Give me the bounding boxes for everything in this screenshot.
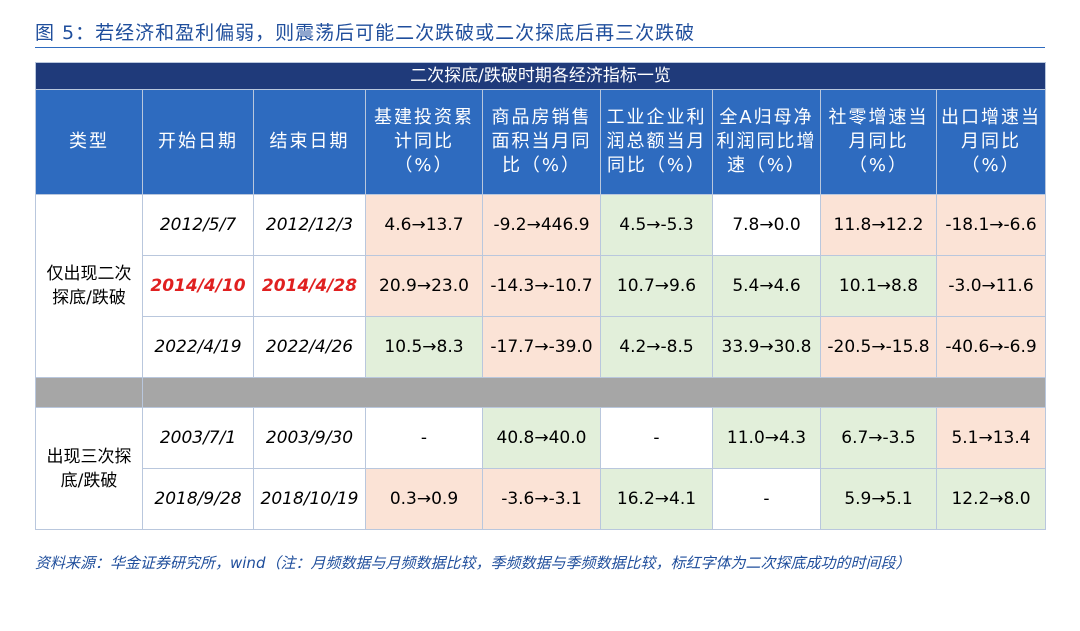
date-cell: 2014/4/28 <box>253 255 366 317</box>
value-cell: 4.6→13.7 <box>365 194 483 256</box>
separator-row <box>35 377 1047 408</box>
separator <box>35 377 143 408</box>
caption: 二次探底/跌破时期各经济指标一览 <box>34 62 1047 90</box>
value-cell: 7.8→0.0 <box>712 194 821 256</box>
value-cell: 4.2→-8.5 <box>600 316 713 378</box>
data-row: 仅出现二次 探底/跌破 2012/5/7 2012/12/3 4.6→13.7 -9.2→… <box>35 194 1047 378</box>
value-cell: -3.6→-3.1 <box>482 468 601 530</box>
cell-line: 出现三次探 <box>46 446 132 467</box>
cell-line: 类型 <box>69 131 109 152</box>
value-cell: 11.0→4.3 <box>712 407 821 469</box>
cell-line: 仅出现二次 <box>46 264 132 284</box>
value-cell: 5.4→4.6 <box>712 255 821 317</box>
value-cell: 11.8→12.2 <box>820 194 937 256</box>
date-cell: 2018/9/28 <box>142 468 254 530</box>
cell-line: 速（%） <box>726 155 807 176</box>
cell-line: 月同比 <box>961 131 1022 152</box>
cell-line: 底/跌破 <box>60 470 118 491</box>
value-cell: 10.1→8.8 <box>820 255 937 317</box>
cell-line: 结束日期 <box>269 131 350 152</box>
cell-line: 工业企业利 <box>606 107 707 128</box>
cell-line: 探底/跌破 <box>52 288 126 308</box>
value-cell: 0.3→0.9 <box>365 468 483 530</box>
header-cell: 工业企业利润总额当月同比（%） <box>600 89 713 195</box>
cell-line: 计同比 <box>394 131 454 152</box>
header-cell: 出口增速当月同比 （%） <box>935 89 1047 195</box>
value-cell: 10.7→9.6 <box>600 255 713 317</box>
value-cell: -14.3→-10.7 <box>482 255 601 317</box>
header-cell: 商品房销售面积当月同比（%） <box>482 89 601 195</box>
date-cell: 2022/4/26 <box>253 316 366 378</box>
value-cell: 40.8→40.0 <box>482 407 601 469</box>
value-cell: 20.9→23.0 <box>365 255 483 317</box>
cell-line: 开始日期 <box>158 131 238 152</box>
cell-line: （%） <box>961 155 1021 176</box>
value-cell: 6.7→-3.5 <box>820 407 937 469</box>
data-row: 出现三次探 底/跌破 2003/7/1 2003/9/30-40.8→40.0-11.… <box>35 407 1047 530</box>
header-cell: 社零增速当月同比 （%） <box>820 89 937 195</box>
date-cell: 2003/7/1 <box>142 407 254 469</box>
cell-line: 全A归母净 <box>719 107 814 128</box>
value-cell: -3.0→11.6 <box>935 255 1047 317</box>
header-cell: 基建投资累计同比 （%） <box>365 89 483 195</box>
cell-line: 基建投资累 <box>374 107 474 128</box>
footnote: 资料来源：华金证券研究所，wind（注：月频数据与月频数据比较，季频数据与季频数… <box>35 554 911 572</box>
data-row: 2014/4/10 2014/4/28 20.9→23.0 -14.3→-10.7 10… <box>36 255 1047 317</box>
cell-line: （%） <box>394 155 454 176</box>
value-cell: 4.5→-5.3 <box>600 194 713 256</box>
value-cell: 5.1→13.4 <box>935 407 1047 469</box>
cell-line: （%） <box>848 155 909 176</box>
caption-row: 二次探底/跌破时期各经济指标一览 <box>34 62 1047 90</box>
date-cell: 2018/10/19 <box>253 468 366 530</box>
cell-line: 月同比 <box>848 131 909 152</box>
date-cell: 2022/4/19 <box>142 316 254 378</box>
date-cell: 2003/9/30 <box>253 407 366 469</box>
value-cell: 5.9→5.1 <box>820 468 937 530</box>
header-cell: 结束日期 <box>253 89 366 195</box>
value-cell: 12.2→8.0 <box>935 468 1047 530</box>
value-cell: - <box>600 407 713 469</box>
title-rule <box>35 47 1045 48</box>
value-cell: - <box>365 407 483 469</box>
value-cell: -20.5→-15.8 <box>820 316 937 378</box>
cell-line: 同比（%） <box>606 155 707 176</box>
data-row: 2018/9/28 2018/10/19 0.3→0.9 -3.6→-3.1 16.2→… <box>36 468 1047 530</box>
header-cell: 类型 <box>35 89 143 195</box>
separator <box>141 377 1047 408</box>
value-cell: -18.1→-6.6 <box>935 194 1047 256</box>
value-cell: -9.2→446.9 <box>482 194 601 256</box>
table: 二次探底/跌破时期各经济指标一览类型 开始日期 结束日期 基建投资累计同比 （%） 商品房… <box>34 62 1047 530</box>
value-cell: -40.6→-6.9 <box>935 316 1047 378</box>
value-cell: 33.9→30.8 <box>712 316 821 378</box>
date-cell: 2012/5/7 <box>142 194 254 256</box>
value-cell: - <box>712 468 821 530</box>
cell-line: 润总额当月 <box>606 131 707 152</box>
header-row: 类型 开始日期 结束日期 基建投资累 计同比 （%） 商品房销售 面积当月同 比（%） 工业企业利… <box>35 89 1047 195</box>
cell-line: 社零增速当 <box>828 107 929 128</box>
data-row: 2022/4/19 2022/4/26 10.5→8.3 -17.7→-39.0 4.2… <box>36 316 1047 378</box>
group-label: 仅出现二次探底/跌破 <box>35 194 143 378</box>
figure-title: 图 5：若经济和盈利偏弱，则震荡后可能二次跌破或二次探底后再三次跌破 <box>35 22 696 44</box>
cell-line: 面积当月同 <box>491 131 592 152</box>
group-label: 出现三次探底/跌破 <box>35 407 143 530</box>
cell-line: 商品房销售 <box>491 107 592 128</box>
date-cell: 2012/12/3 <box>253 194 366 256</box>
cell-line: 利润同比增 <box>716 131 817 152</box>
value-cell: 10.5→8.3 <box>365 316 483 378</box>
cell-line: 比（%） <box>501 155 582 176</box>
value-cell: 16.2→4.1 <box>600 468 713 530</box>
date-cell: 2014/4/10 <box>142 255 254 317</box>
cell-line: 出口增速当 <box>941 107 1042 128</box>
header-cell: 全A归母净利润同比增速（%） <box>712 89 821 195</box>
header-cell: 开始日期 <box>142 89 254 195</box>
value-cell: -17.7→-39.0 <box>482 316 601 378</box>
